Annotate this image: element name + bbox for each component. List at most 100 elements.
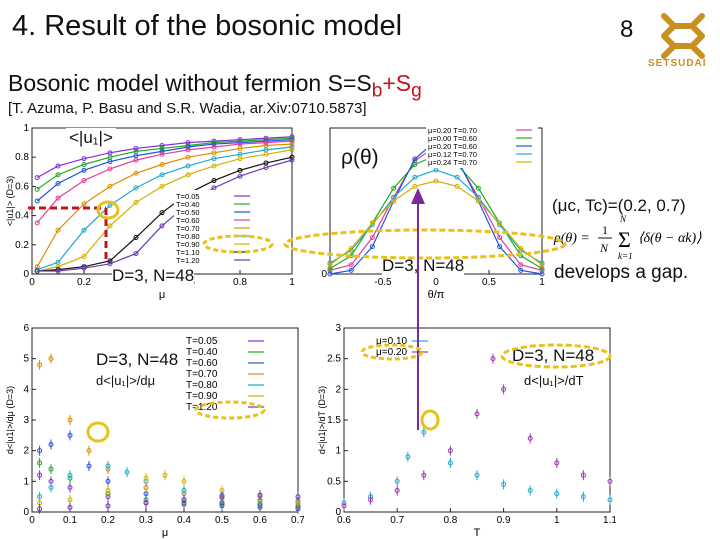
y-tick-label: 1.5 xyxy=(327,415,341,426)
data-point xyxy=(185,172,191,178)
data-point xyxy=(490,356,496,362)
highlight-legend-1 xyxy=(202,234,274,254)
data-point xyxy=(554,460,560,466)
data-point xyxy=(211,156,217,162)
data-point xyxy=(48,466,54,472)
x-tick-label: 0.3 xyxy=(139,515,153,526)
data-point xyxy=(34,268,40,274)
data-point xyxy=(107,223,113,229)
data-point xyxy=(81,167,87,173)
y-tick-label: 4 xyxy=(23,384,29,395)
x-tick-label: 1 xyxy=(554,515,560,526)
data-point xyxy=(369,244,375,250)
data-point xyxy=(412,174,418,180)
data-point xyxy=(37,362,43,368)
page-number: 8 xyxy=(620,16,634,43)
u1-label: <|u₁|> xyxy=(66,128,116,148)
data-point xyxy=(348,245,354,251)
data-point xyxy=(107,261,113,267)
data-point xyxy=(86,463,92,469)
data-point xyxy=(580,472,586,478)
legend-label: T=1.20 xyxy=(186,402,218,413)
y-tick-label: 0 xyxy=(23,269,29,280)
data-point xyxy=(554,491,560,497)
series-line xyxy=(36,139,293,202)
data-point xyxy=(162,472,168,478)
data-point xyxy=(48,356,54,362)
data-point xyxy=(421,472,427,478)
data-point xyxy=(37,448,43,454)
data-point xyxy=(55,227,61,233)
data-point xyxy=(133,235,139,240)
data-point xyxy=(105,478,111,484)
data-point xyxy=(518,262,524,268)
data-point xyxy=(34,175,40,181)
highlight-circle-3 xyxy=(420,409,440,431)
data-point xyxy=(55,268,61,274)
data-point xyxy=(263,164,269,170)
subtitle-plus: +S xyxy=(382,70,412,96)
legend-label: T=0.80 xyxy=(186,380,218,391)
x-tick-label: 0.2 xyxy=(77,277,91,288)
data-point xyxy=(81,227,87,233)
data-point xyxy=(475,185,481,191)
data-point xyxy=(67,484,73,490)
data-point xyxy=(211,185,217,191)
data-point xyxy=(289,138,295,144)
data-point xyxy=(501,481,507,487)
critical-point-label: (μc, Tc)=(0.2, 0.7) xyxy=(552,196,686,215)
y-tick-label: 0.2 xyxy=(15,240,29,251)
series-line xyxy=(36,136,293,179)
x-tick-label: 0.6 xyxy=(337,515,351,526)
y-tick-label: 1 xyxy=(23,476,29,487)
subtitle-prefix: Bosonic model without fermion S=S xyxy=(8,70,372,96)
legend-label: μ=0.24 T=0.70 xyxy=(428,158,477,167)
legend-label: μ=0.20 T=0.60 xyxy=(428,142,477,151)
chart-rho-theta: -0.5 0 0.5 10θ/πμ=0.20 T=0.70μ=0.00 T=0.60μ… xyxy=(321,124,545,300)
x-tick-label: 0.2 xyxy=(101,515,115,526)
data-point xyxy=(391,198,397,204)
x-tick-label: 0.5 xyxy=(215,515,229,526)
rho-label: ρ(θ) xyxy=(338,146,382,170)
data-point xyxy=(497,235,503,240)
legend-label: T=0.60 xyxy=(176,216,200,225)
y-tick-label: 1 xyxy=(335,446,341,457)
series-line xyxy=(36,137,293,190)
data-point xyxy=(211,163,217,169)
formula-N: N xyxy=(599,241,609,255)
legend-label: T=0.40 xyxy=(176,200,200,209)
data-point xyxy=(105,488,111,494)
data-point xyxy=(67,417,73,423)
data-point xyxy=(607,478,613,484)
data-point xyxy=(181,488,187,494)
data-point xyxy=(348,267,354,273)
data-point xyxy=(394,478,400,484)
data-point xyxy=(67,504,73,510)
data-point xyxy=(518,267,524,273)
data-point xyxy=(421,429,427,435)
formula-sum: Σ xyxy=(618,227,631,252)
y-tick-label: 2 xyxy=(335,384,341,395)
data-point xyxy=(211,141,217,147)
x-tick-label: 0.9 xyxy=(497,515,511,526)
x-tick-label: 0.7 xyxy=(390,515,404,526)
data-point xyxy=(48,484,54,490)
x-tick-label: 0 xyxy=(29,515,35,526)
x-tick-label: 0.8 xyxy=(443,515,457,526)
legend-box xyxy=(184,332,270,413)
data-point xyxy=(34,220,40,226)
series-line xyxy=(37,146,293,271)
data-point xyxy=(289,144,295,150)
data-point xyxy=(369,235,375,240)
data-point xyxy=(369,220,375,226)
x-tick-label: 0 xyxy=(433,277,439,288)
data-point xyxy=(105,463,111,469)
x-tick-label: 0 xyxy=(29,277,35,288)
deriv-T-label: d<|u₁|>/dT xyxy=(524,373,584,388)
data-point xyxy=(327,262,333,268)
y-tick-label: 3 xyxy=(23,415,29,426)
data-point xyxy=(391,185,397,191)
data-point xyxy=(527,435,533,441)
legend-label: T=0.90 xyxy=(176,240,200,249)
